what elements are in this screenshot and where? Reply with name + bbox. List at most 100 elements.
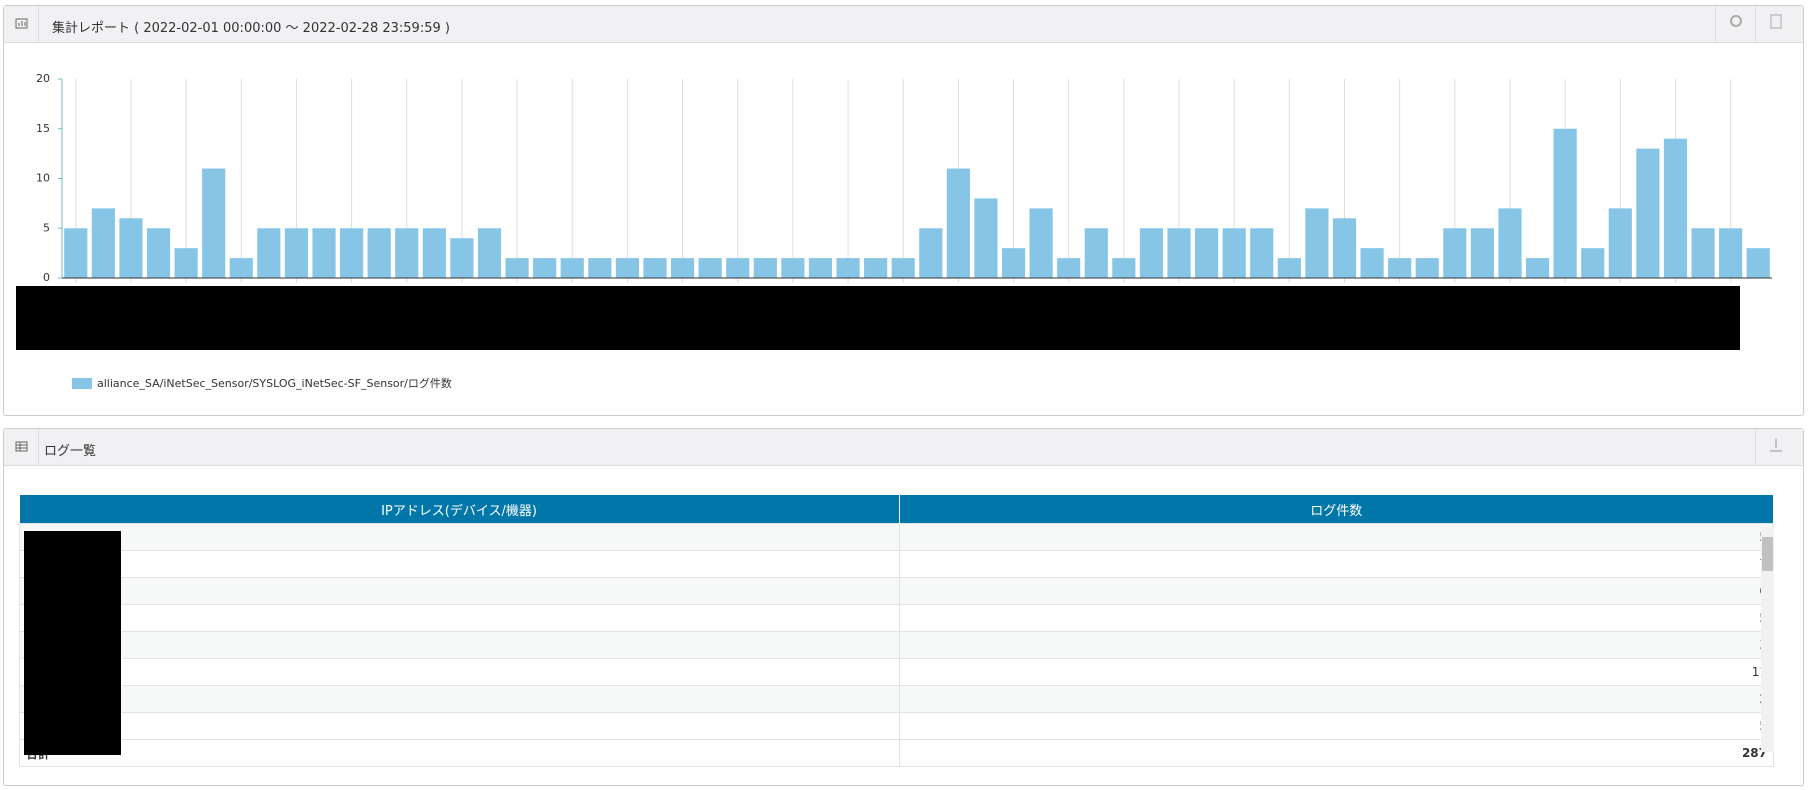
chart-icon [4, 6, 39, 42]
count-cell: 2 [898, 685, 1774, 713]
bar [1443, 228, 1467, 278]
bar [202, 168, 226, 278]
count-cell: 11 [898, 658, 1774, 686]
bar [450, 238, 474, 278]
count-cell: 3 [898, 631, 1774, 659]
table-row: 2 [19, 685, 1774, 713]
bar [1029, 208, 1053, 278]
bar [864, 258, 888, 278]
y-tick-label: 20 [36, 72, 50, 85]
bar [312, 228, 336, 278]
bar [340, 228, 364, 278]
bar [505, 258, 529, 278]
ip-cell [19, 550, 900, 578]
bar [1691, 228, 1715, 278]
bar [1581, 248, 1605, 278]
bar [974, 198, 998, 278]
bar [119, 218, 143, 278]
bar [533, 258, 557, 278]
legend-label: alliance_SA/iNetSec_Sensor/SYSLOG_iNetSe… [97, 376, 452, 390]
bar [836, 258, 860, 278]
y-tick-label: 10 [36, 172, 50, 185]
bar [643, 258, 667, 278]
y-tick-label: 0 [43, 271, 50, 284]
legend-swatch [72, 378, 92, 389]
bar [1388, 258, 1412, 278]
bar [1608, 208, 1632, 278]
bar [781, 258, 805, 278]
bar [422, 228, 446, 278]
ip-cell [19, 712, 900, 740]
bar [1001, 248, 1026, 278]
bar [284, 228, 309, 278]
bar [1470, 228, 1494, 278]
bar [891, 258, 915, 278]
bar [1636, 148, 1660, 278]
bar [946, 168, 970, 278]
y-tick-label: 15 [36, 122, 50, 135]
table-row: 7 [19, 550, 1774, 578]
panel-title: 集計レポート ( 2022-02-01 00:00:00 ～ 2022-02-2… [52, 21, 450, 36]
bar [1332, 218, 1357, 278]
bar [1719, 228, 1743, 278]
bar [1084, 228, 1108, 278]
bar [1553, 128, 1577, 278]
bar [1746, 248, 1770, 278]
scrollbar[interactable] [1761, 527, 1774, 752]
ip-cell [19, 631, 900, 659]
table-row: 6 [19, 577, 1774, 605]
bar [1415, 258, 1439, 278]
ip-cell [19, 685, 900, 713]
bar [1277, 258, 1301, 278]
settings-button[interactable] [1715, 6, 1756, 42]
count-cell: 5 [898, 604, 1774, 632]
bar [670, 258, 695, 278]
count-cell: 5 [898, 523, 1774, 551]
bar [726, 258, 750, 278]
report-panel: 集計レポート ( 2022-02-01 00:00:00 ～ 2022-02-2… [3, 5, 1804, 416]
bar [146, 228, 171, 278]
count-cell: 6 [898, 577, 1774, 605]
ip-cell [19, 577, 900, 605]
bar [229, 258, 253, 278]
table-row: 3 [19, 631, 1774, 659]
bar [1360, 248, 1384, 278]
bar [1195, 228, 1219, 278]
panel-header: 集計レポート ( 2022-02-01 00:00:00 ～ 2022-02-2… [4, 6, 1803, 43]
y-tick-label: 5 [43, 221, 50, 234]
panel-title: ログ一覧 [44, 444, 97, 459]
table-row: 5 [19, 712, 1774, 740]
bar [560, 258, 584, 278]
bar [615, 258, 639, 278]
bar [174, 248, 198, 278]
redacted [16, 286, 1740, 350]
table-row: 5 [19, 604, 1774, 632]
bar [1167, 228, 1191, 278]
bar [257, 228, 281, 278]
count-cell: 5 [898, 712, 1774, 740]
bar [477, 228, 502, 278]
total-value: 287 [898, 739, 1774, 767]
download-button[interactable] [1755, 429, 1796, 465]
bar [1139, 228, 1164, 278]
bar [1525, 258, 1550, 278]
bar [1663, 138, 1688, 278]
bar [367, 228, 391, 278]
bar [64, 228, 88, 278]
redacted [24, 531, 121, 755]
column-header[interactable]: IPアドレス(デバイス/機器) [19, 495, 900, 524]
bar [395, 228, 419, 278]
ip-cell [19, 604, 900, 632]
column-header[interactable]: ログ件数 [899, 495, 1774, 524]
pdf-button[interactable] [1755, 6, 1796, 42]
bar [808, 258, 833, 278]
bar [1305, 208, 1329, 278]
chart: 0 5 10 15 20 alliance_SA/iNetSec_Sensor/SYSLO… [16, 72, 1772, 390]
bar [1498, 208, 1522, 278]
bar [919, 228, 943, 278]
bar [698, 258, 722, 278]
bar [1112, 258, 1136, 278]
table-row: 11 [19, 658, 1774, 686]
bar [1250, 228, 1274, 278]
